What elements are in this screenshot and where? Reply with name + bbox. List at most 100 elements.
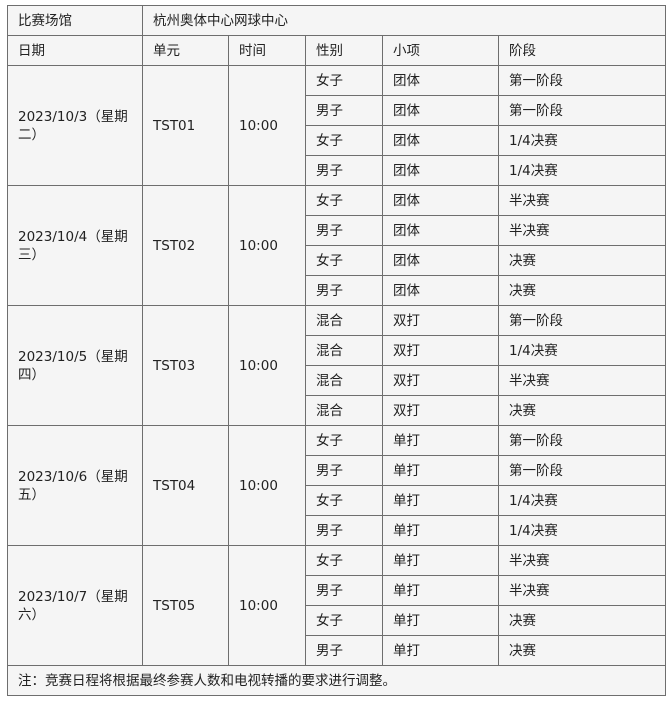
session-unit: TST02 — [142, 185, 229, 306]
stage-cell: 1/4决赛 — [497, 515, 667, 546]
note-row: 注：竞赛日程将根据最终参赛人数和电视转播的要求进行调整。 — [6, 665, 667, 696]
stage-cell: 半决赛 — [497, 575, 667, 606]
table-row: 混合 双打 1/4决赛 — [8, 335, 667, 366]
header-date: 日期 — [7, 35, 143, 66]
gender-cell: 女子 — [305, 65, 383, 96]
stage-cell: 第一阶段 — [497, 305, 667, 336]
session-unit: TST01 — [142, 65, 229, 186]
table-row: 2023/10/4（星期三） TST02 10:00 女子 团体 半决赛 — [7, 185, 667, 306]
table-row: 2023/10/5（星期四） TST03 10:00 混合 双打 第一阶段 — [7, 305, 667, 426]
gender-cell: 混合 — [305, 305, 383, 336]
venue-label: 比赛场馆 — [7, 5, 143, 36]
event-cell: 单打 — [382, 425, 499, 456]
event-cell: 团体 — [382, 275, 499, 306]
gender-cell: 女子 — [305, 545, 383, 576]
venue-value: 杭州奥体中心网球中心 — [141, 5, 667, 36]
stage-cell: 决赛 — [497, 635, 667, 666]
stage-cell: 第一阶段 — [497, 425, 667, 456]
session-date: 2023/10/3（星期二） — [7, 65, 143, 186]
gender-cell: 男子 — [305, 155, 383, 186]
gender-cell: 男子 — [305, 455, 383, 486]
table-row: 女子 团体 1/4决赛 — [8, 125, 667, 156]
session-date: 2023/10/4（星期三） — [7, 185, 143, 306]
gender-cell: 混合 — [305, 335, 383, 366]
gender-cell: 男子 — [305, 95, 383, 126]
header-stage: 阶段 — [497, 35, 667, 66]
gender-cell: 女子 — [305, 245, 383, 276]
event-cell: 团体 — [382, 95, 499, 126]
event-cell: 团体 — [382, 215, 499, 246]
stage-cell: 1/4决赛 — [497, 125, 667, 156]
session-unit: TST03 — [142, 305, 229, 426]
event-cell: 双打 — [382, 365, 499, 396]
stage-cell: 1/4决赛 — [497, 335, 667, 366]
event-cell: 双打 — [382, 305, 499, 336]
gender-cell: 女子 — [305, 125, 383, 156]
stage-cell: 第一阶段 — [497, 65, 667, 96]
gender-cell: 女子 — [305, 425, 383, 456]
table-row: 男子 团体 1/4决赛 — [8, 155, 667, 186]
session-unit: TST04 — [142, 425, 229, 546]
header-time: 时间 — [228, 35, 306, 66]
stage-cell: 半决赛 — [497, 545, 667, 576]
session-unit: TST05 — [142, 545, 229, 666]
stage-cell: 决赛 — [497, 395, 667, 426]
event-cell: 团体 — [382, 125, 499, 156]
gender-cell: 女子 — [305, 605, 383, 636]
event-cell: 单打 — [382, 455, 499, 486]
event-cell: 单打 — [382, 635, 499, 666]
table-row: 男子 团体 决赛 — [8, 275, 667, 306]
session-time: 10:00 — [228, 185, 306, 306]
event-cell: 双打 — [382, 395, 499, 426]
gender-cell: 女子 — [305, 485, 383, 516]
stage-cell: 决赛 — [497, 245, 667, 276]
session-time: 10:00 — [228, 305, 306, 426]
event-cell: 单打 — [382, 575, 499, 606]
session-date: 2023/10/7（星期六） — [7, 545, 143, 666]
gender-cell: 男子 — [305, 275, 383, 306]
gender-cell: 男子 — [305, 635, 383, 666]
session-date: 2023/10/5（星期四） — [7, 305, 143, 426]
table-row: 混合 双打 决赛 — [8, 395, 667, 426]
stage-cell: 决赛 — [497, 605, 667, 636]
session-time: 10:00 — [228, 545, 306, 666]
stage-cell: 1/4决赛 — [497, 485, 667, 516]
table-row: 2023/10/3（星期二） TST01 10:00 女子 团体 第一阶段 — [7, 65, 667, 186]
table-row: 男子 单打 第一阶段 — [8, 455, 667, 486]
table-row: 女子 单打 1/4决赛 — [8, 485, 667, 516]
table-row: 男子 单打 决赛 — [8, 635, 667, 666]
stage-cell: 半决赛 — [497, 185, 667, 216]
gender-cell: 男子 — [305, 515, 383, 546]
header-unit: 单元 — [142, 35, 229, 66]
gender-cell: 混合 — [305, 395, 383, 426]
stage-cell: 第一阶段 — [497, 455, 667, 486]
stage-cell: 半决赛 — [497, 215, 667, 246]
event-cell: 单打 — [382, 545, 499, 576]
event-cell: 单打 — [382, 605, 499, 636]
stage-cell: 第一阶段 — [497, 95, 667, 126]
session-time: 10:00 — [228, 425, 306, 546]
note-text: 注：竞赛日程将根据最终参赛人数和电视转播的要求进行调整。 — [6, 665, 667, 696]
table-row: 混合 双打 半决赛 — [8, 365, 667, 396]
stage-cell: 半决赛 — [497, 365, 667, 396]
session-date: 2023/10/6（星期五） — [7, 425, 143, 546]
table-row: 男子 团体 第一阶段 — [8, 95, 667, 126]
event-cell: 双打 — [382, 335, 499, 366]
stage-cell: 决赛 — [497, 275, 667, 306]
session-time: 10:00 — [228, 65, 306, 186]
event-cell: 单打 — [382, 515, 499, 546]
gender-cell: 男子 — [305, 215, 383, 246]
event-cell: 团体 — [382, 155, 499, 186]
table-row: 女子 团体 决赛 — [8, 245, 667, 276]
header-row: 日期 单元 时间 性别 小项 阶段 — [7, 35, 667, 66]
header-event: 小项 — [382, 35, 499, 66]
table-row: 2023/10/6（星期五） TST04 10:00 女子 单打 第一阶段 — [7, 425, 667, 546]
table-row: 2023/10/7（星期六） TST05 10:00 女子 单打 半决赛 — [7, 545, 667, 666]
stage-cell: 1/4决赛 — [497, 155, 667, 186]
event-cell: 团体 — [382, 245, 499, 276]
table-row: 男子 团体 半决赛 — [8, 215, 667, 246]
schedule-table: 比赛场馆 杭州奥体中心网球中心 日期 单元 时间 性别 小项 阶段 2023/1… — [6, 5, 667, 696]
gender-cell: 混合 — [305, 365, 383, 396]
event-cell: 单打 — [382, 485, 499, 516]
header-gender: 性别 — [305, 35, 383, 66]
